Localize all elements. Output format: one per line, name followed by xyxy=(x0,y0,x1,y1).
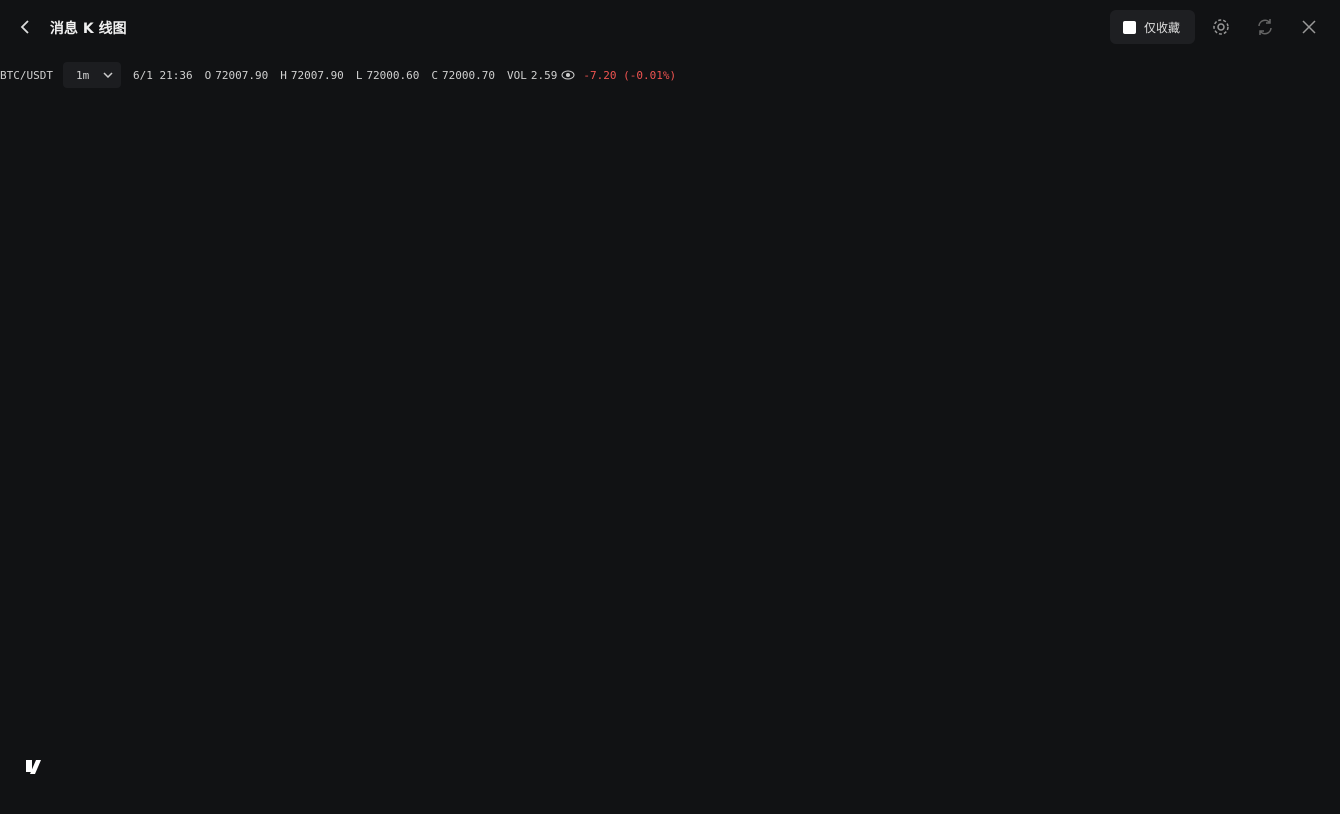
vol-label: VOL xyxy=(507,68,527,82)
ohlc: O 72007.90 H 72007.90 L 72000.60 C 72000.70 xyxy=(205,69,507,82)
ohlc-label: O xyxy=(204,68,212,82)
close-button[interactable] xyxy=(1299,17,1319,37)
interval: 1m xyxy=(75,68,90,82)
settings-button[interactable] xyxy=(1211,17,1231,37)
symbol-bar: BTC/USDT 1m 6/1 21:36 O 72007.90 H 72007.90… xyxy=(0,62,688,88)
refresh-button[interactable] xyxy=(1255,17,1275,37)
ohlc-label: C xyxy=(431,68,439,82)
interval-select[interactable]: 1m xyxy=(62,62,121,88)
vol-value: 2.59 xyxy=(530,68,558,82)
ohlc-value: 72007.90 xyxy=(290,68,344,82)
ohlc-label: L xyxy=(355,68,363,82)
eye-icon[interactable] xyxy=(561,70,575,80)
symbol: BTC/USDT xyxy=(0,68,53,82)
title: 消息 K 线图 xyxy=(50,21,127,37)
ohlc-value: 72000.70 xyxy=(442,68,496,82)
top-bar: 消息 K 线图 仅收藏 xyxy=(0,0,1340,55)
ohlc-label: H xyxy=(280,68,287,82)
back-button[interactable] xyxy=(16,17,36,37)
change: -7.20 (-0.01%) xyxy=(583,68,677,82)
favorites-toggle[interactable]: 仅收藏 xyxy=(1110,10,1195,44)
ohlc-value: 72000.60 xyxy=(366,68,420,82)
tv-logo xyxy=(14,760,41,774)
favorites-label: 仅收藏 xyxy=(1144,20,1181,35)
bar-time: 6/1 21:36 xyxy=(132,68,193,82)
ohlc-value: 72007.90 xyxy=(215,68,269,82)
